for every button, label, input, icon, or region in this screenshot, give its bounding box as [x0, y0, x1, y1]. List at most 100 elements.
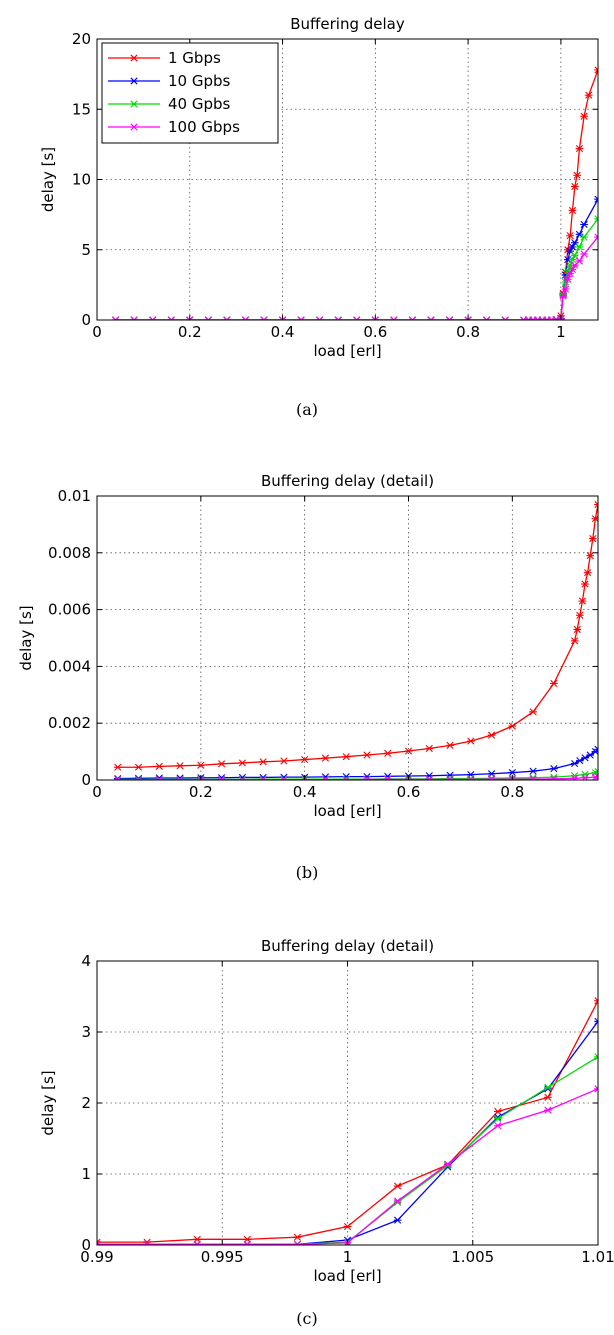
data-point-marker [483, 316, 488, 320]
legend-entry: 100 Gbps [168, 118, 240, 136]
x-tick-label: 0.8 [456, 323, 480, 341]
legend: 1 Gbps 10 Gpbs 40 Gpbs 100 Gbps [101, 42, 279, 144]
x-tick-label: 0.2 [178, 323, 202, 341]
y-tick-label: 10 [72, 171, 91, 189]
data-point-marker [485, 316, 491, 320]
data-point-marker [594, 195, 598, 200]
x-axis-label: load [erl] [313, 802, 381, 820]
x-tick-label: 0 [92, 323, 102, 341]
x-tick-label: 1 [556, 323, 566, 341]
chart-title: Buffering delay (detail) [261, 937, 434, 955]
data-point-marker [501, 316, 507, 320]
data-point-marker [114, 316, 120, 320]
panel-caption: (b) [296, 863, 319, 882]
x-tick-label: 0.4 [293, 783, 317, 801]
y-axis-label: delay [s] [39, 1070, 57, 1135]
data-point-marker [594, 745, 598, 751]
data-point-marker [448, 316, 454, 320]
data-point-marker [504, 316, 509, 320]
data-point-marker [149, 316, 154, 320]
chart-title: Buffering delay [290, 15, 405, 33]
series-line [115, 69, 598, 320]
data-point-marker [430, 316, 435, 320]
data-point-marker [543, 316, 548, 320]
data-point-marker [594, 999, 598, 1005]
data-point-marker [111, 316, 117, 320]
data-point-marker [244, 316, 250, 320]
data-point-marker [226, 316, 231, 320]
data-point-marker [204, 316, 210, 320]
data-point-marker [594, 997, 598, 1002]
data-point-marker [594, 748, 598, 753]
data-point-marker [281, 316, 287, 320]
x-tick-label: 0 [92, 783, 102, 801]
data-point-marker [538, 316, 544, 320]
plot-area [97, 496, 598, 780]
data-point-marker [594, 1088, 598, 1093]
y-tick-label: 3 [81, 1023, 91, 1041]
x-tick-label: 0.6 [363, 323, 387, 341]
data-point-marker [529, 316, 534, 320]
legend-entry: 40 Gpbs [168, 95, 231, 113]
panel-caption: (a) [296, 400, 318, 419]
data-point-marker [167, 316, 173, 320]
plot-area [97, 961, 598, 1245]
x-axis-label: load [erl] [313, 342, 381, 360]
data-point-marker [408, 316, 414, 320]
data-point-marker [151, 316, 157, 320]
data-point-marker [427, 316, 432, 320]
data-point-marker [390, 316, 395, 320]
y-tick-label: 15 [72, 100, 91, 118]
x-tick-label: 0.99 [80, 1248, 113, 1266]
x-tick-label: 1.01 [581, 1248, 614, 1266]
data-point-marker [594, 69, 598, 74]
y-tick-label: 0.006 [48, 601, 91, 619]
data-point-marker [594, 236, 598, 241]
data-point-marker [300, 316, 305, 320]
data-point-marker [97, 1240, 101, 1245]
data-point-marker [594, 218, 598, 223]
y-tick-label: 0 [81, 771, 91, 789]
data-point-marker [393, 316, 398, 320]
data-point-marker [594, 1056, 598, 1061]
data-point-marker [371, 316, 377, 320]
legend-entry: 1 Gbps [168, 49, 221, 67]
data-point-marker [130, 316, 135, 320]
y-tick-label: 0.008 [48, 544, 91, 562]
data-point-marker [297, 316, 302, 320]
data-point-marker [337, 316, 342, 320]
data-point-marker [524, 316, 530, 320]
data-point-marker [374, 316, 379, 320]
data-point-marker [594, 215, 598, 220]
data-point-marker [594, 1020, 598, 1025]
data-point-marker [260, 316, 265, 320]
y-tick-label: 0 [81, 1236, 91, 1254]
x-axis-label: load [erl] [313, 1267, 381, 1285]
data-point-marker [594, 775, 598, 780]
data-point-marker [594, 1085, 598, 1090]
data-point-marker [241, 316, 247, 320]
data-point-marker [207, 316, 212, 320]
y-tick-label: 0.002 [48, 714, 91, 732]
data-point-marker [550, 316, 556, 320]
series-line [117, 748, 598, 780]
panel-caption: (c) [296, 1309, 317, 1328]
data-point-marker [594, 500, 598, 506]
x-tick-label: 0.995 [201, 1248, 244, 1266]
data-point-marker [223, 316, 228, 320]
data-point-marker [594, 1017, 598, 1023]
legend-entry: 10 Gpbs [168, 72, 231, 90]
data-point-marker [355, 316, 361, 320]
x-tick-label: 1 [343, 1248, 353, 1266]
data-point-marker [594, 233, 598, 238]
data-point-marker [188, 316, 194, 320]
data-point-marker [467, 316, 472, 320]
data-point-marker [520, 316, 525, 320]
x-tick-label: 1.005 [451, 1248, 494, 1266]
data-point-marker [263, 316, 268, 320]
data-point-marker [594, 773, 598, 778]
data-point-marker [534, 316, 539, 320]
y-axis-label: delay [s] [39, 147, 57, 212]
